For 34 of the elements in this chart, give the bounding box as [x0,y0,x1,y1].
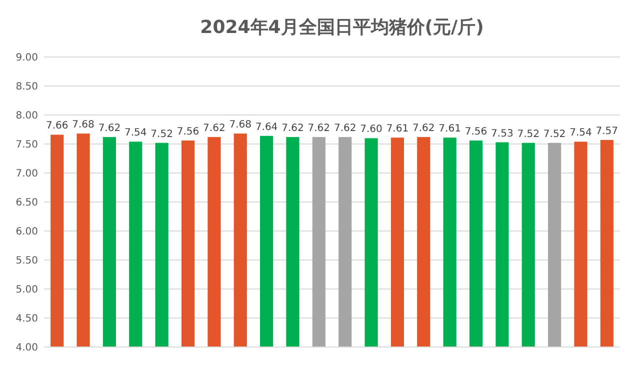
data-label: 7.62 [334,123,356,134]
data-label: 7.68 [72,120,94,131]
data-label: 7.54 [124,128,147,139]
data-label: 7.56 [176,126,200,138]
chart-title: 2024年4月全国日平均猪价(元/斤) [200,17,484,38]
data-label: 7.52 [543,128,566,140]
y-tick-label: 4.00 [16,342,38,354]
y-tick-label: 5.00 [16,284,38,296]
data-label: 7.52 [517,128,540,140]
y-tick-label: 7.50 [16,140,38,150]
data-label: 7.52 [150,128,173,140]
data-label: 7.57 [596,126,618,137]
data-label: 7.61 [438,124,461,135]
data-label: 7.62 [282,123,304,134]
y-tick-label: 5.50 [16,256,38,266]
data-label: 7.60 [360,124,382,136]
y-tick-label: 6.50 [16,198,38,208]
data-label: 7.62 [203,123,226,134]
y-tick-label: 8.00 [16,110,38,122]
y-tick-label: 4.50 [16,314,38,324]
y-tick-label: 8.50 [16,82,38,92]
data-label: 7.62 [412,123,435,134]
y-tick-label: 9.00 [16,52,38,64]
data-label: 7.61 [386,124,409,135]
data-label: 7.53 [491,128,514,140]
data-label: 7.54 [570,128,592,139]
data-label: 7.66 [46,120,68,132]
data-label: 7.64 [255,122,278,133]
y-tick-label: 7.00 [16,168,38,180]
data-label: 7.68 [229,120,252,131]
y-tick-label: 6.00 [16,226,38,238]
data-label: 7.62 [98,123,121,134]
data-label: 7.56 [464,126,488,138]
data-label: 7.62 [308,123,330,134]
